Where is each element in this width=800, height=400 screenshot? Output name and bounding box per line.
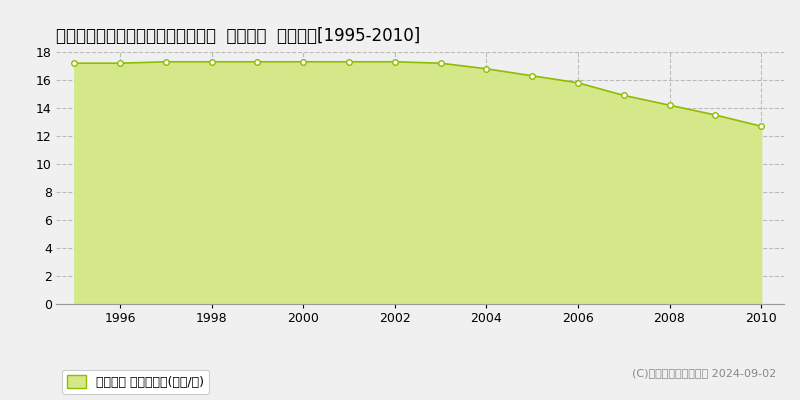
Text: (C)土地価格ドットコム 2024-09-02: (C)土地価格ドットコム 2024-09-02: [632, 368, 776, 378]
Legend: 地価公示 平均坪単価(万円/坪): 地価公示 平均坪単価(万円/坪): [62, 370, 209, 394]
Text: 秋田県秋田市土崎港西３丁目４７番  地価公示  地価推移[1995-2010]: 秋田県秋田市土崎港西３丁目４７番 地価公示 地価推移[1995-2010]: [56, 27, 420, 45]
